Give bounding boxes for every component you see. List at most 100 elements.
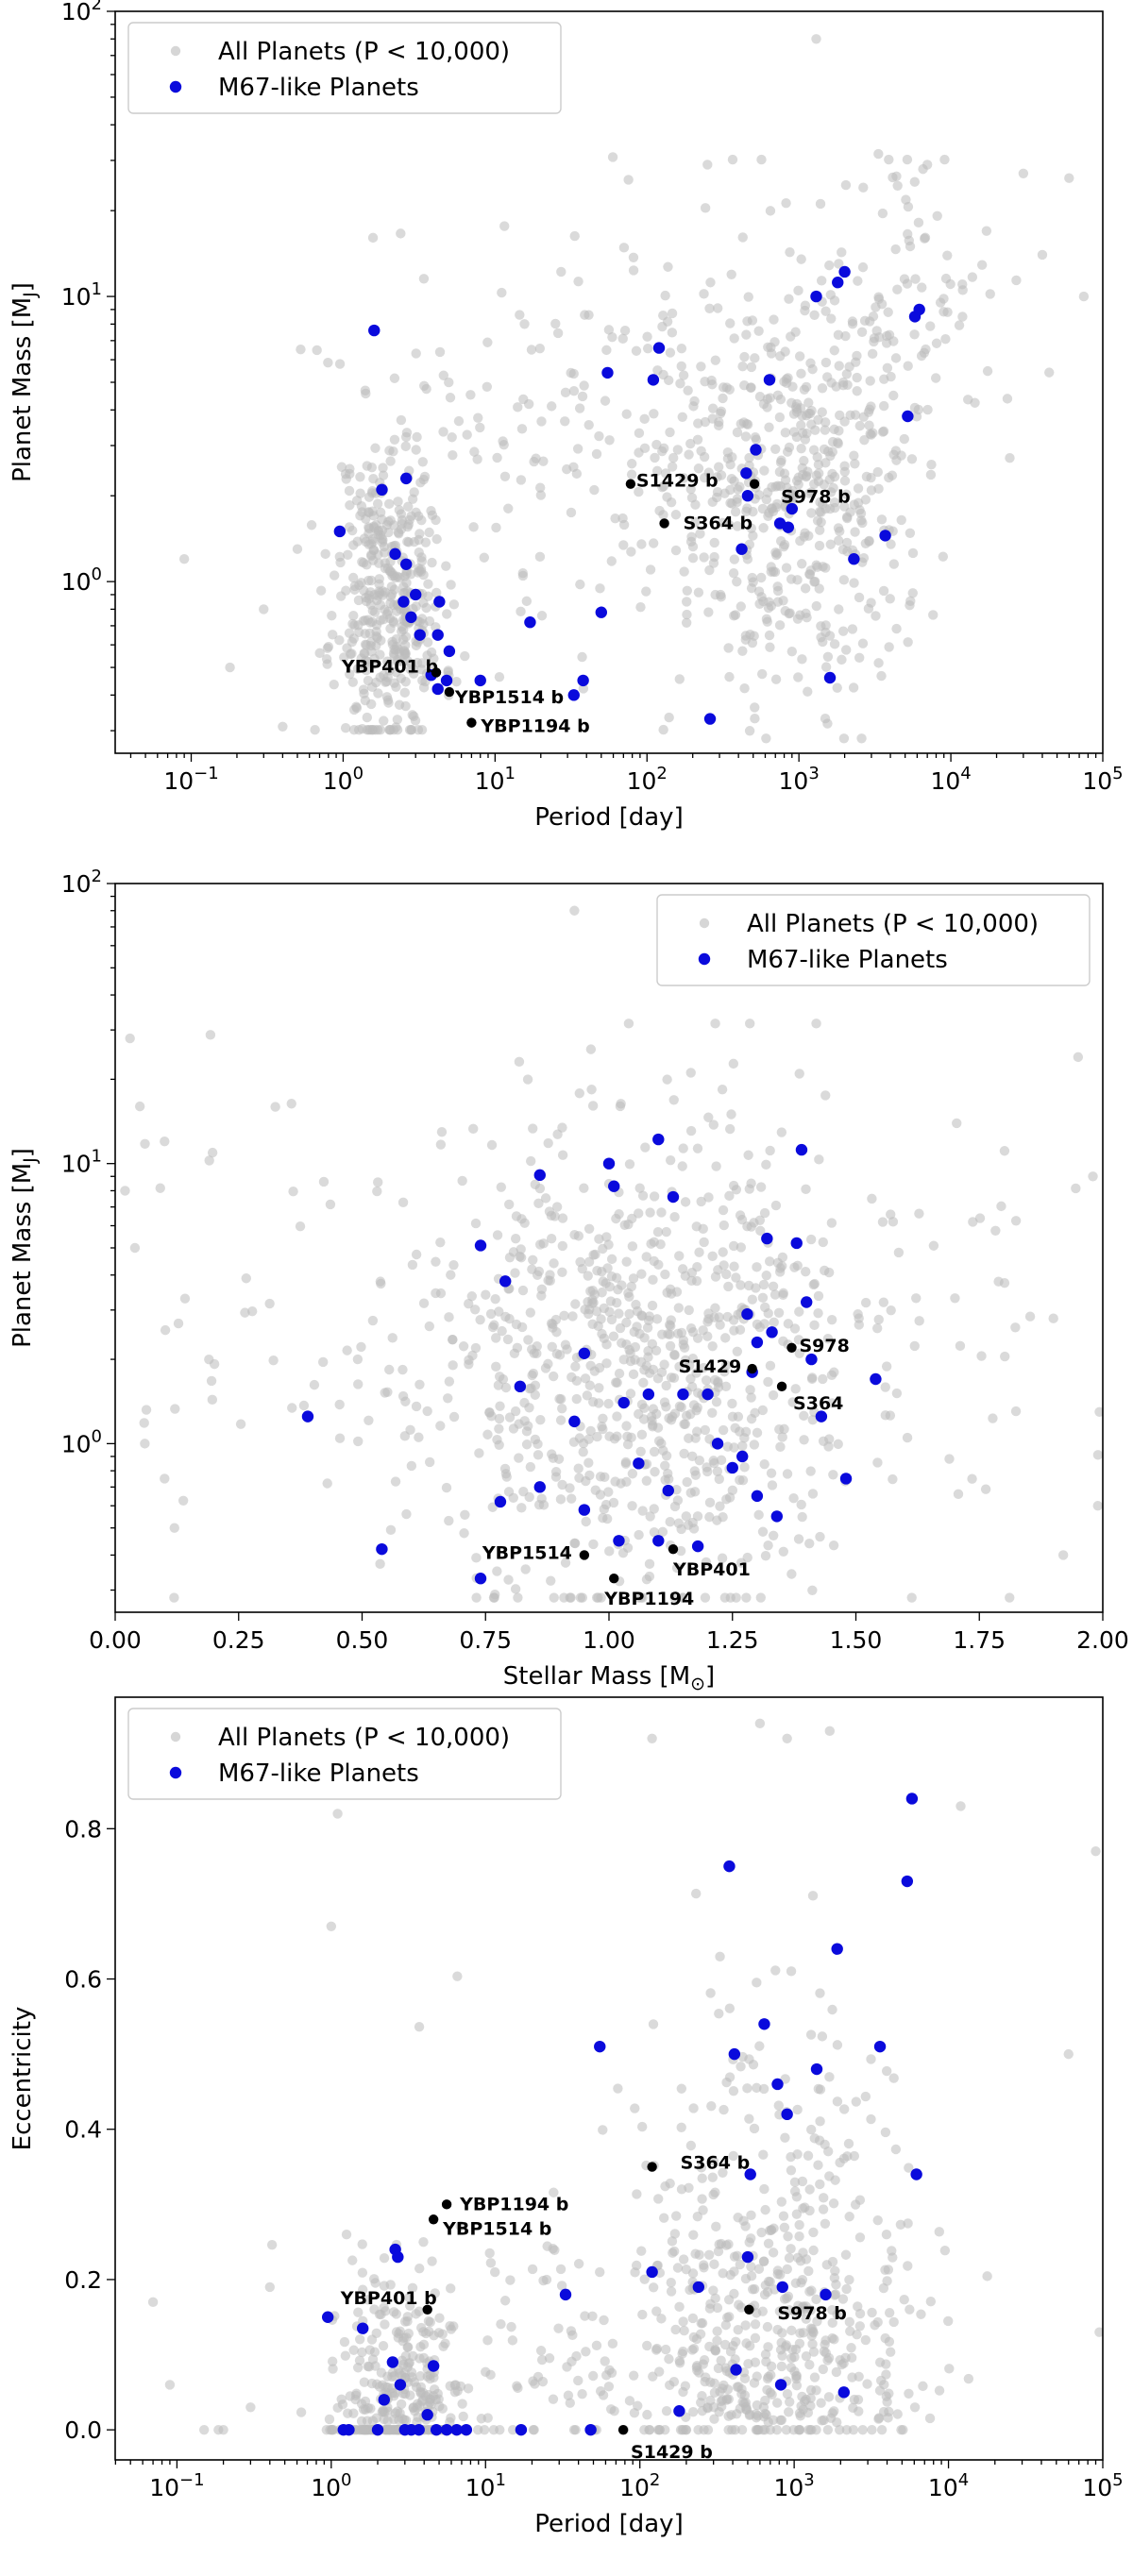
all-planet-point	[324, 2414, 335, 2425]
m67-planet-point	[879, 530, 891, 542]
all-planet-point	[648, 2371, 658, 2382]
all-planet-point	[699, 2424, 709, 2435]
all-planet-point	[624, 1159, 635, 1170]
named-planet-point	[625, 479, 636, 489]
all-planet-point	[779, 539, 790, 550]
all-planet-point	[811, 2294, 821, 2305]
all-planet-point	[621, 1256, 632, 1267]
all-planet-point	[752, 2082, 762, 2094]
all-planet-point	[444, 1376, 455, 1387]
all-planet-point	[429, 2331, 439, 2341]
all-planet-point	[833, 535, 844, 546]
all-planet-point	[791, 2370, 802, 2382]
all-planet-point	[858, 182, 869, 193]
all-planet-point	[526, 1155, 536, 1167]
all-planet-point	[743, 292, 753, 302]
all-planet-point	[652, 1373, 664, 1384]
all-planet-point	[577, 2389, 587, 2399]
all-planet-point	[712, 2326, 722, 2336]
legend-m67-label: M67-like Planets	[747, 946, 948, 974]
all-planet-point	[785, 608, 795, 618]
all-planet-point	[580, 2311, 590, 2321]
all-planet-point	[391, 634, 401, 645]
all-planet-point	[829, 639, 840, 649]
all-planet-point	[411, 640, 422, 651]
all-planet-point	[805, 1466, 816, 1476]
all-planet-point	[675, 379, 685, 389]
all-planet-point	[327, 2424, 338, 2435]
all-planet-point	[536, 2354, 548, 2366]
all-planet-point	[776, 2197, 787, 2207]
all-planet-point	[687, 1451, 698, 1462]
all-planet-point	[411, 445, 421, 455]
all-planet-point	[804, 2184, 815, 2195]
all-planet-point	[444, 1312, 454, 1322]
all-planet-point	[757, 1292, 769, 1304]
all-planet-point	[876, 2424, 888, 2435]
all-planet-point	[849, 2394, 860, 2405]
all-planet-point	[1071, 1183, 1081, 1194]
all-planet-point	[831, 2366, 842, 2378]
all-planet-point	[384, 725, 395, 735]
all-planet-point	[724, 671, 735, 682]
all-planet-point	[622, 1440, 634, 1450]
all-planet-point	[750, 714, 760, 724]
all-planet-point	[443, 665, 453, 676]
all-planet-point	[665, 1516, 675, 1527]
all-planet-point	[688, 2343, 700, 2354]
all-planet-point	[506, 2321, 516, 2332]
all-planet-point	[860, 495, 871, 505]
all-planet-point	[361, 665, 372, 676]
planet-annotation: S364 b	[684, 513, 753, 533]
m67-planet-point	[751, 1336, 764, 1349]
all-planet-point	[687, 552, 699, 564]
all-planet-point	[640, 1142, 651, 1153]
all-planet-point	[764, 1256, 775, 1267]
all-planet-point	[815, 198, 826, 210]
y-tick-label: 101	[61, 1147, 102, 1178]
all-planet-point	[723, 2239, 734, 2249]
all-planet-point	[663, 261, 673, 272]
all-planet-point	[786, 646, 798, 657]
all-planet-point	[594, 1234, 604, 1244]
all-planet-point	[659, 1359, 669, 1370]
all-planet-point	[782, 2264, 792, 2275]
all-planet-point	[597, 1266, 607, 1277]
all-planet-point	[724, 2003, 736, 2013]
all-planet-point	[635, 1446, 646, 1456]
all-planet-point	[396, 524, 407, 534]
all-planet-point	[903, 228, 913, 240]
axes-frame	[114, 1696, 1104, 2461]
all-planet-point	[766, 562, 776, 572]
all-planet-point	[404, 2292, 414, 2303]
all-planet-point	[589, 1366, 600, 1376]
all-planet-point	[662, 1288, 672, 1298]
all-planet-point	[692, 2361, 702, 2371]
all-planet-point	[731, 1592, 741, 1603]
all-planet-point	[384, 1364, 395, 1375]
all-planet-point	[756, 572, 767, 583]
all-planet-point	[756, 2227, 767, 2238]
all-planet-point	[396, 414, 407, 426]
all-planet-point	[380, 604, 390, 615]
all-planet-point	[668, 1411, 678, 1423]
all-planet-point	[789, 2177, 801, 2188]
all-planet-point	[809, 577, 820, 587]
all-planet-point	[381, 692, 393, 702]
m67-planet-point	[474, 1239, 487, 1252]
named-planet-point	[744, 2304, 754, 2315]
all-planet-point	[295, 1221, 306, 1232]
all-planet-point	[837, 2294, 849, 2304]
all-planet-point	[614, 1308, 624, 1319]
all-planet-point	[852, 2329, 862, 2340]
all-planet-point	[465, 390, 476, 400]
legend-m67-label: M67-like Planets	[218, 74, 419, 102]
all-planet-point	[907, 547, 919, 559]
x-tick-label: 0.50	[336, 1626, 389, 1654]
all-planet-point	[621, 1317, 632, 1328]
all-planet-point	[707, 413, 718, 424]
m67-planet-point	[533, 1169, 546, 1182]
all-planet-point	[697, 2317, 708, 2329]
all-planet-point	[494, 1372, 505, 1382]
all-planet-point	[881, 2229, 892, 2240]
